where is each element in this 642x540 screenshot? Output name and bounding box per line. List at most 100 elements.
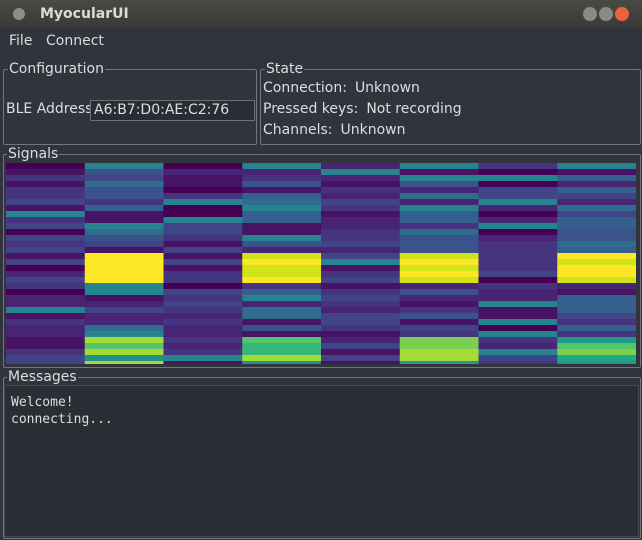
heatmap-cell <box>163 187 243 193</box>
heatmap-cell <box>557 253 636 259</box>
heatmap-cell <box>242 193 322 199</box>
heatmap-cell <box>478 283 558 289</box>
heatmap-cell <box>399 181 479 187</box>
group-title: Configuration <box>8 61 105 77</box>
heatmap-cell <box>399 295 479 301</box>
signals-heatmap <box>6 163 636 364</box>
heatmap-cell <box>84 337 164 343</box>
heatmap-cell <box>242 223 322 229</box>
heatmap-cell <box>163 337 243 343</box>
heatmap-cell <box>557 313 636 319</box>
heatmap-cell <box>321 259 401 265</box>
heatmap-cell <box>6 271 86 277</box>
ble-address-input[interactable]: A6:B7:D0:AE:C2:76 <box>90 100 255 121</box>
heatmap-cell <box>6 163 86 169</box>
heatmap-cell <box>478 277 558 283</box>
maximize-button[interactable] <box>599 7 613 21</box>
heatmap-cell <box>163 307 243 313</box>
heatmap-cell <box>399 193 479 199</box>
menu-item[interactable]: File <box>9 33 33 49</box>
heatmap-cell <box>242 181 322 187</box>
heatmap-cell <box>163 343 243 349</box>
heatmap-cell <box>242 163 322 169</box>
close-button[interactable] <box>615 7 629 21</box>
heatmap-cell <box>242 331 322 337</box>
menu-item[interactable]: Connect <box>46 33 104 49</box>
messages-group <box>3 377 641 539</box>
heatmap-cell <box>478 217 558 223</box>
heatmap-cell <box>163 331 243 337</box>
heatmap-cell <box>399 319 479 325</box>
heatmap-cell <box>84 235 164 241</box>
heatmap-cell <box>557 337 636 343</box>
heatmap-cell <box>321 295 401 301</box>
heatmap-cell <box>242 247 322 253</box>
heatmap-cell <box>557 199 636 205</box>
heatmap-cell <box>84 349 164 355</box>
heatmap-cell <box>84 361 164 364</box>
app-icon <box>13 8 25 20</box>
heatmap-cell <box>321 343 401 349</box>
heatmap-cell <box>557 217 636 223</box>
state-label: Pressed keys: <box>263 101 359 117</box>
heatmap-cell <box>399 247 479 253</box>
heatmap-cell <box>557 277 636 283</box>
heatmap-cell <box>242 169 322 175</box>
heatmap-cell <box>321 205 401 211</box>
heatmap-cell <box>321 181 401 187</box>
heatmap-cell <box>163 235 243 241</box>
heatmap-cell <box>399 361 479 364</box>
heatmap-cell <box>6 295 86 301</box>
heatmap-cell <box>557 325 636 331</box>
heatmap-cell <box>6 337 86 343</box>
heatmap-cell <box>478 313 558 319</box>
heatmap-cell <box>399 169 479 175</box>
heatmap-cell <box>242 319 322 325</box>
heatmap-cell <box>399 343 479 349</box>
heatmap-cell <box>321 301 401 307</box>
heatmap-cell <box>242 259 322 265</box>
heatmap-cell <box>399 283 479 289</box>
heatmap-cell <box>478 211 558 217</box>
heatmap-cell <box>478 235 558 241</box>
heatmap-cell <box>557 361 636 364</box>
state-label: Connection: <box>263 80 347 96</box>
heatmap-cell <box>163 361 243 364</box>
heatmap-cell <box>399 325 479 331</box>
heatmap-cell <box>478 331 558 337</box>
heatmap-cell <box>478 193 558 199</box>
heatmap-cell <box>84 307 164 313</box>
heatmap-cell <box>163 259 243 265</box>
heatmap-cell <box>242 235 322 241</box>
heatmap-cell <box>478 361 558 364</box>
heatmap-cell <box>399 301 479 307</box>
heatmap-cell <box>557 229 636 235</box>
heatmap-cell <box>6 265 86 271</box>
heatmap-cell <box>478 253 558 259</box>
heatmap-cell <box>399 205 479 211</box>
heatmap-cell <box>242 277 322 283</box>
heatmap-cell <box>163 283 243 289</box>
group-title: Messages <box>7 369 78 385</box>
heatmap-cell <box>242 313 322 319</box>
heatmap-cell <box>557 259 636 265</box>
heatmap-cell <box>242 241 322 247</box>
heatmap-cell <box>6 181 86 187</box>
heatmap-cell <box>321 313 401 319</box>
heatmap-cell <box>6 235 86 241</box>
heatmap-cell <box>163 211 243 217</box>
heatmap-cell <box>399 289 479 295</box>
heatmap-cell <box>557 205 636 211</box>
heatmap-cell <box>557 307 636 313</box>
heatmap-cell <box>399 175 479 181</box>
heatmap-cell <box>163 313 243 319</box>
heatmap-cell <box>242 175 322 181</box>
heatmap-cell <box>557 265 636 271</box>
heatmap-cell <box>6 277 86 283</box>
heatmap-cell <box>321 169 401 175</box>
heatmap-cell <box>557 247 636 253</box>
heatmap-cell <box>478 175 558 181</box>
minimize-button[interactable] <box>583 7 597 21</box>
heatmap-cell <box>163 199 243 205</box>
heatmap-cell <box>84 259 164 265</box>
